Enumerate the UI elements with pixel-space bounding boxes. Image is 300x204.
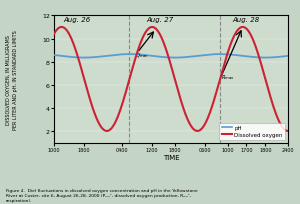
Dissolved oxygen	[286, 130, 290, 133]
Line: Dissolved oxygen: Dissolved oxygen	[54, 28, 288, 131]
pH	[280, 56, 283, 59]
pH	[82, 57, 86, 60]
Text: $R_{max}$: $R_{max}$	[221, 72, 235, 81]
pH	[64, 56, 68, 58]
pH	[160, 57, 164, 59]
Dissolved oxygen	[241, 27, 244, 29]
Line: pH: pH	[54, 55, 288, 58]
pH	[166, 57, 170, 59]
pH	[280, 56, 283, 59]
Text: Aug. 28: Aug. 28	[233, 17, 260, 23]
Dissolved oxygen	[166, 54, 169, 57]
Dissolved oxygen	[280, 125, 283, 127]
Dissolved oxygen	[64, 29, 68, 31]
Legend: pH, Dissolved oxygen: pH, Dissolved oxygen	[219, 123, 285, 140]
pH	[286, 55, 290, 58]
Text: $Q_{max}$: $Q_{max}$	[135, 51, 149, 60]
Dissolved oxygen	[279, 124, 283, 127]
Text: Aug. 27: Aug. 27	[146, 17, 173, 23]
Dissolved oxygen	[52, 33, 56, 36]
pH	[237, 55, 240, 57]
Text: DISSOLVED OXYGEN, IN MILLIGRAMS
PER LITER AND pH, IN STANDARD LIMITS: DISSOLVED OXYGEN, IN MILLIGRAMS PER LITE…	[6, 30, 18, 129]
pH	[128, 54, 131, 56]
Text: Aug. 26: Aug. 26	[63, 17, 90, 23]
pH	[52, 54, 56, 57]
Dissolved oxygen	[236, 29, 240, 31]
X-axis label: TIME: TIME	[163, 155, 179, 161]
Dissolved oxygen	[160, 37, 164, 40]
Text: Figure 4.  Diel fluctuations in dissolved oxygen concentration and pH in the Yel: Figure 4. Diel fluctuations in dissolved…	[6, 188, 198, 202]
